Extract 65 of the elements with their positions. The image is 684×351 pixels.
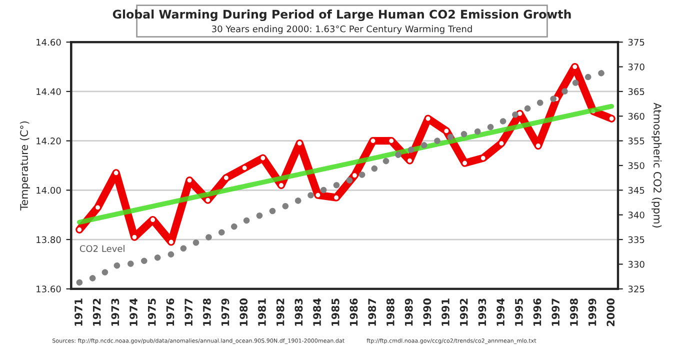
x-tick-label: 1999 <box>588 298 596 326</box>
x-tick-label: 1975 <box>148 298 156 326</box>
y2-tick-label: 360 <box>628 112 644 120</box>
point <box>168 238 174 246</box>
y2-tick-label: 355 <box>628 138 644 144</box>
x-tick-label: 1985 <box>331 298 340 326</box>
y2-tick-label: 375 <box>628 38 644 46</box>
x-tick-label: 1981 <box>258 298 266 326</box>
y-tick-label: 14.60 <box>36 38 61 46</box>
point <box>314 192 322 198</box>
x-tick-label: 1982 <box>276 298 284 326</box>
x-tick-label: 1993 <box>478 298 486 326</box>
point <box>241 164 248 172</box>
point <box>204 196 212 204</box>
x-tick-label: 1995 <box>514 298 523 326</box>
y2-tick-label: 325 <box>628 286 644 292</box>
x-tick-label: 1976 <box>166 298 174 326</box>
y2-tick-label: 340 <box>628 212 644 218</box>
point <box>608 115 615 122</box>
x-tick-label: 1987 <box>368 298 376 326</box>
x-tick-label: 1973 <box>111 298 120 326</box>
x-tick-label: 1994 <box>496 298 504 326</box>
point <box>260 154 266 162</box>
point <box>443 128 450 134</box>
x-tick-label: 1972 <box>92 298 101 326</box>
y-tick-label: 14.00 <box>36 186 61 194</box>
point <box>131 234 138 240</box>
x-tick-label: 2000 <box>606 298 615 326</box>
x-tick-label: 1978 <box>202 298 211 326</box>
y-tick-label: 14.20 <box>36 138 61 144</box>
x-tick-label: 1989 <box>404 298 413 326</box>
x-tick-label: 1998 <box>570 298 578 326</box>
y-tick-label: 14.40 <box>36 88 61 96</box>
y-tick-label: 13.60 <box>36 286 61 292</box>
x-tick-label: 1980 <box>240 298 248 326</box>
y2-tick-label: 350 <box>628 162 644 170</box>
x-tick-label: 1997 <box>552 298 560 326</box>
x-tick-label: 1971 <box>74 298 82 326</box>
x-tick-label: 1974 <box>130 298 138 326</box>
y2-tick-label: 345 <box>628 186 644 194</box>
x-tick-label: 1979 <box>221 298 230 326</box>
y2-tick-label: 370 <box>628 64 644 70</box>
y-tick-label: 13.80 <box>36 236 61 244</box>
y-axis-title: Temperature (C°) <box>20 121 30 210</box>
point <box>480 154 486 162</box>
x-tick-label: 1984 <box>313 298 321 326</box>
x-tick-label: 1988 <box>386 298 394 326</box>
x-tick-label: 1991 <box>442 298 450 326</box>
x-tick-label: 1986 <box>350 298 358 326</box>
x-tick-label: 1983 <box>294 298 303 326</box>
y2-tick-label: 365 <box>628 88 644 96</box>
x-tick-label: 1977 <box>184 298 193 326</box>
x-tick-label: 1996 <box>533 298 542 326</box>
y2-axis-title: Atmospheric CO2 (ppm) <box>652 102 662 228</box>
point <box>112 170 120 176</box>
point <box>424 115 432 122</box>
chart-title: Global Warming During Period of Large Human CO2 Emission Growth <box>112 10 571 22</box>
x-tick-label: 1992 <box>460 298 468 326</box>
point <box>76 226 83 233</box>
y2-tick-label: 330 <box>628 260 644 268</box>
y2-tick-label: 335 <box>628 236 644 244</box>
series-label: CO2 Level <box>80 245 124 252</box>
chart-subtitle: 30 Years ending 2000: 1.63°C Per Century Warming Trend <box>212 25 472 34</box>
x-tick-label: 1990 <box>423 298 432 326</box>
point <box>351 172 358 179</box>
